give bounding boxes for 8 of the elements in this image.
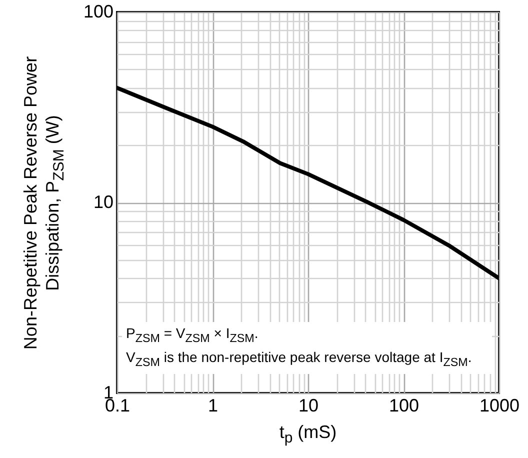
y-tick-label: 10 — [93, 192, 114, 212]
x-tick-label: 100 — [388, 396, 420, 416]
x-axis-title: t$_{p}$ (mS) — [279, 422, 337, 447]
x-tick-label: 10 — [298, 396, 319, 416]
x-tick-label: 1 — [208, 396, 218, 416]
text: P$_{ZSM}$ = V$_{ZSM}$ × I$_{ZSM}$. V$_{ZSM}$ is the non-repetitive peak reverse voltage at I$_{ZSM}$. — [126, 325, 472, 369]
x-tick-label: 1000 — [479, 396, 520, 416]
y-tick-label: 100 — [83, 2, 114, 22]
